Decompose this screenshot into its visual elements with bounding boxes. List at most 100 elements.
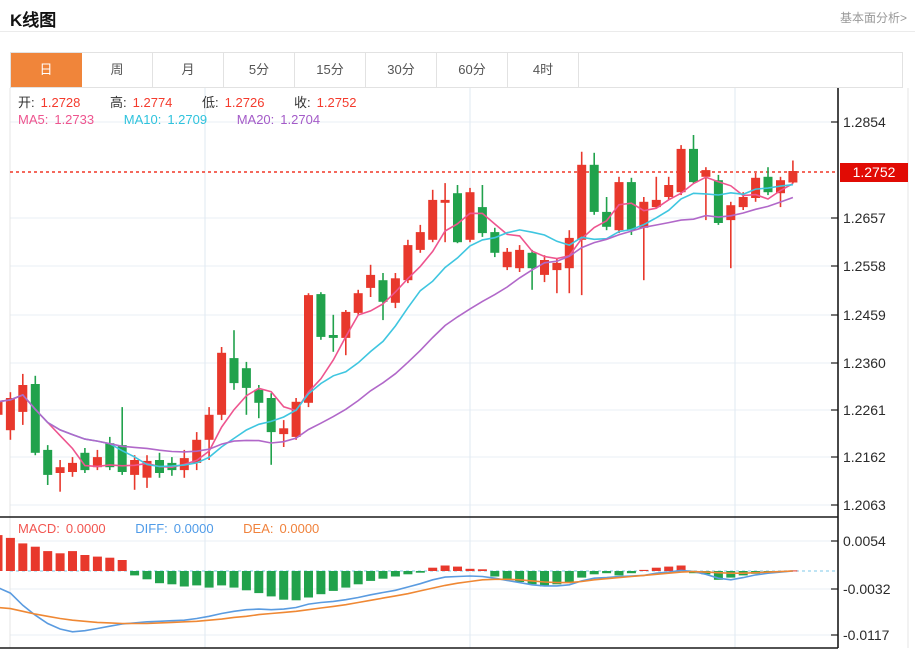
macd-bar: [639, 569, 649, 571]
candle: [552, 262, 562, 271]
macd-bar: [589, 571, 599, 575]
macd-bar: [515, 571, 525, 582]
fundamental-analysis-link[interactable]: 基本面分析>: [839, 11, 907, 25]
macd-bar: [341, 571, 351, 588]
open-label: 开:: [18, 95, 35, 110]
macd-bar: [527, 571, 537, 585]
macd-bar: [564, 571, 574, 582]
candle: [5, 398, 15, 431]
price-tick-1: 1.2854: [843, 114, 886, 130]
candle: [515, 249, 525, 269]
candle: [453, 193, 462, 243]
price-tick-8: 1.2063: [843, 497, 886, 513]
candle: [763, 176, 773, 193]
macd-bar: [142, 571, 152, 580]
macd-bar: [726, 571, 736, 578]
price-tick-3: 1.2558: [843, 258, 886, 274]
macd-tick-3: -0.0117: [843, 627, 890, 643]
close-label: 收:: [294, 95, 311, 110]
ma20-value: 1.2704: [280, 112, 321, 127]
macd-bar: [291, 571, 301, 601]
tab-week[interactable]: 周: [82, 53, 153, 87]
macd-bar: [540, 571, 549, 587]
macd-bar: [490, 571, 500, 577]
ma10-label: MA10:: [123, 112, 162, 127]
tab-30min[interactable]: 30分: [366, 53, 437, 87]
tab-day[interactable]: 日: [11, 53, 82, 87]
macd-bar: [217, 571, 227, 586]
price-tick-5: 1.2360: [843, 355, 886, 371]
macd-bar: [664, 566, 674, 571]
ma5-value: 1.2733: [54, 112, 95, 127]
axes: [0, 88, 839, 649]
macd-bar: [5, 537, 15, 571]
ma5-line: [0, 176, 794, 469]
candle: [204, 414, 214, 440]
candle: [68, 462, 77, 472]
price-tick-4: 1.2459: [843, 307, 886, 323]
candle: [18, 385, 28, 412]
candle: [564, 237, 574, 269]
candle: [266, 398, 276, 433]
macd-bar: [552, 571, 562, 585]
macd-bar: [390, 571, 400, 577]
current-price-badge: 1.2752: [840, 163, 908, 182]
macd-bar: [55, 553, 65, 571]
tab-60min[interactable]: 60分: [437, 53, 508, 87]
candle: [142, 460, 152, 478]
macd-bar: [353, 571, 363, 585]
candle: [241, 368, 251, 388]
candle: [751, 177, 761, 198]
candle: [689, 148, 698, 183]
macd-bar: [713, 571, 723, 580]
price-tick-2: 1.2657: [843, 210, 886, 226]
open-value: 1.2728: [40, 95, 81, 110]
candle: [415, 232, 425, 250]
macd-bar: [30, 546, 40, 571]
candle: [378, 280, 388, 302]
candle: [738, 197, 748, 208]
macd-bar: [378, 571, 388, 579]
candle: [390, 278, 400, 303]
ma10-value: 1.2709: [167, 112, 208, 127]
tab-5min[interactable]: 5分: [224, 53, 295, 87]
macd-bar: [229, 571, 239, 588]
candle: [589, 164, 599, 212]
candle: [353, 293, 363, 313]
candle: [366, 274, 376, 288]
macd-bar: [328, 571, 338, 591]
high-value: 1.2774: [132, 95, 173, 110]
candle: [0, 401, 3, 415]
candle: [676, 148, 686, 193]
candle: [341, 311, 351, 338]
tab-month[interactable]: 月: [153, 53, 224, 87]
diff-value: 0.0000: [173, 521, 214, 536]
candle: [55, 467, 65, 473]
candle: [43, 449, 53, 475]
candle: [490, 232, 500, 253]
macd-bar: [440, 565, 450, 571]
low-label: 低:: [202, 95, 219, 110]
candle: [254, 389, 264, 403]
candle: [403, 245, 413, 281]
dea-line: [0, 570, 793, 625]
candle: [92, 457, 102, 468]
macd-label: MACD:: [18, 521, 60, 536]
macd-bar: [92, 556, 102, 571]
tab-4hour[interactable]: 4时: [508, 53, 579, 87]
macd-bar: [465, 568, 475, 571]
macd-bar: [179, 571, 189, 587]
candle: [217, 352, 227, 415]
candle: [527, 252, 537, 269]
candle: [502, 251, 512, 268]
tab-15min[interactable]: 15分: [295, 53, 366, 87]
diff-label: DIFF:: [135, 521, 168, 536]
macd-tick-2: -0.0032: [843, 581, 891, 597]
macd-readout: MACD: 0.0000 DIFF: 0.0000 DEA: 0.0000: [18, 521, 325, 536]
macd-histogram: [0, 535, 798, 601]
candle: [614, 182, 624, 231]
close-value: 1.2752: [316, 95, 357, 110]
macd-bar: [254, 571, 264, 594]
